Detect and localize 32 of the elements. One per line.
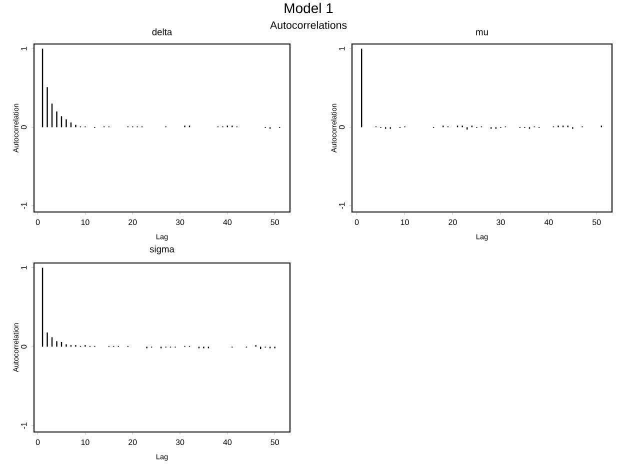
x-tick-label: 50 bbox=[270, 439, 279, 446]
x-tick-label: 40 bbox=[223, 219, 232, 226]
y-tick-label: -1 bbox=[21, 202, 27, 209]
x-tick-label: 30 bbox=[176, 219, 184, 226]
y-tick-label: -1 bbox=[339, 202, 345, 209]
chart-title: delta bbox=[152, 28, 172, 36]
y-tick-label: -1 bbox=[21, 422, 27, 429]
y-tick-label: 1 bbox=[339, 46, 345, 50]
x-tick-label: 0 bbox=[36, 439, 40, 446]
x-tick-label: 40 bbox=[223, 439, 232, 446]
x-tick-label: 10 bbox=[400, 219, 409, 226]
chart-title: sigma bbox=[150, 246, 174, 254]
x-tick-label: 40 bbox=[544, 219, 553, 226]
text: Model 1 bbox=[284, 2, 333, 14]
x-tick-label: 0 bbox=[354, 219, 359, 226]
y-tick-label: 1 bbox=[21, 266, 27, 270]
x-tick-label: 10 bbox=[81, 219, 90, 226]
x-tick-label: 0 bbox=[36, 219, 40, 226]
y-tick-label: 1 bbox=[21, 46, 27, 50]
y-tick-label: 0 bbox=[20, 344, 27, 349]
chart-title: mu bbox=[476, 30, 488, 36]
x-tick-label: 20 bbox=[448, 219, 457, 226]
y-tick-label: 0 bbox=[338, 125, 345, 130]
x-tick-label: 30 bbox=[176, 439, 184, 446]
text: Autocorrelations bbox=[270, 21, 347, 29]
x-tick-label: 50 bbox=[270, 219, 279, 226]
x-tick-label: 20 bbox=[128, 219, 137, 226]
x-tick-label: 50 bbox=[592, 219, 601, 226]
x-tick-label: 10 bbox=[81, 439, 90, 446]
x-tick-label: 20 bbox=[128, 439, 137, 446]
x-tick-label: 30 bbox=[496, 219, 505, 226]
y-tick-label: 0 bbox=[20, 125, 27, 130]
